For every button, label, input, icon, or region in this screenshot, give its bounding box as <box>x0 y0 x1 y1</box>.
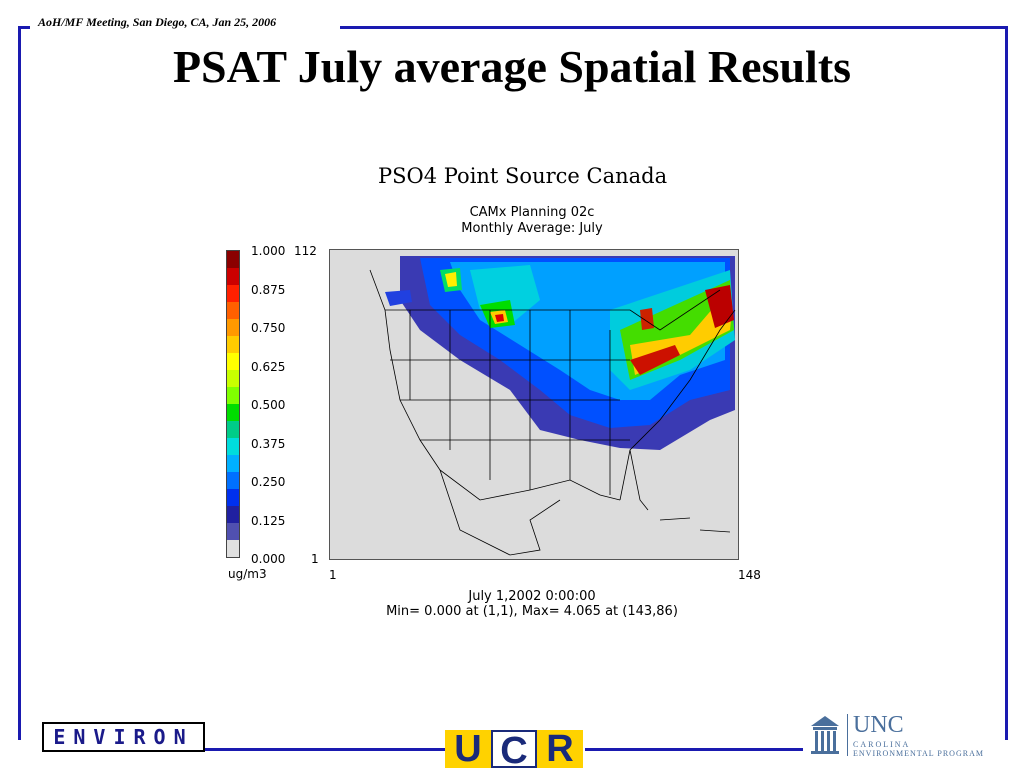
x-axis-left-label: 1 <box>329 568 337 582</box>
frame-left <box>18 26 21 740</box>
colorbar-tick-label: 0.625 <box>251 359 286 374</box>
unc-logo-subtitle-2: ENVIRONMENTAL PROGRAM <box>853 749 984 758</box>
colorbar-swatch <box>227 336 239 353</box>
mexico-outline <box>439 469 561 556</box>
colorbar-swatch <box>227 404 239 421</box>
frame-bottom-a <box>205 748 445 751</box>
colorbar-swatch <box>227 489 239 506</box>
colorbar-swatch <box>227 251 239 268</box>
colorbar-swatch <box>227 285 239 302</box>
state-lines-2 <box>390 359 630 441</box>
page-title: PSAT July average Spatial Results <box>172 41 852 92</box>
frame-right <box>1005 26 1008 740</box>
plume-red-3 <box>705 285 734 328</box>
colorbar-tick-label: 1.000 <box>251 244 286 258</box>
colorbar <box>226 250 240 558</box>
map-outlines <box>369 269 736 556</box>
plume-red-4 <box>640 308 654 330</box>
colorbar-tick-label: 0.250 <box>251 475 286 489</box>
environ-logo-text: ENVIRON <box>53 725 194 749</box>
colorbar-swatch <box>227 455 239 472</box>
y-axis-bottom-label: 1 <box>311 552 319 566</box>
figure-subtitle-2: Monthly Average: July <box>461 221 603 236</box>
figure-subtitle-1: CAMx Planning 02c <box>469 205 595 220</box>
colorbar-swatch <box>227 540 239 557</box>
old-well-icon <box>811 716 839 754</box>
west-coast <box>369 269 441 471</box>
unc-logo: UNC CAROLINA ENVIRONMENTAL PROGRAM <box>805 712 1005 762</box>
y-axis-top-label: 112 <box>294 244 317 258</box>
environ-logo: ENVIRON <box>42 722 205 752</box>
figure-title: PSO4 Point Source Canada <box>378 164 668 188</box>
ucr-logo: U C R <box>445 730 585 770</box>
colorbar-tick-label: 0.500 <box>251 398 286 412</box>
colorbar-tick-label: 0.750 <box>251 321 286 335</box>
east-coast <box>619 309 736 501</box>
colorbar-swatch <box>227 421 239 438</box>
unc-logo-word: UNC <box>853 712 904 738</box>
colorbar-tick-label: 0.125 <box>251 513 286 528</box>
colorbar-swatch <box>227 370 239 387</box>
ucr-letter-c: C <box>491 730 537 770</box>
colorbar-swatch <box>227 302 239 319</box>
caribbean <box>659 517 731 533</box>
colorbar-tick-label: 0.000 <box>251 552 286 566</box>
colorbar-tick-label: 0.875 <box>251 282 286 297</box>
colorbar-swatch <box>227 523 239 540</box>
figure-minmax: Min= 0.000 at (1,1), Max= 4.065 at (143,… <box>386 604 678 619</box>
ucr-letter-u: U <box>445 730 491 768</box>
colorbar-swatch <box>227 387 239 404</box>
colorbar-swatch <box>227 438 239 455</box>
unc-divider <box>847 714 848 756</box>
unc-logo-subtitle-1: CAROLINA <box>853 740 911 749</box>
colorbar-tick-label: 0.375 <box>251 436 286 451</box>
frame-bottom-b <box>585 748 803 751</box>
colorbar-swatch <box>227 506 239 523</box>
plume-red-1 <box>495 314 504 322</box>
plume-yellow-3 <box>445 272 457 287</box>
colorbar-swatch <box>227 472 239 489</box>
frame-top-left <box>18 26 30 29</box>
meeting-info: AoH/MF Meeting, San Diego, CA, Jan 25, 2… <box>38 15 277 29</box>
figure-time: July 1,2002 0:00:00 <box>468 589 596 604</box>
frame-top-right <box>340 26 1008 29</box>
colorbar-swatch <box>227 268 239 285</box>
map-svg <box>369 256 736 556</box>
colorbar-units: ug/m3 <box>228 567 267 581</box>
concentration-map <box>329 249 739 560</box>
colorbar-swatch <box>227 353 239 370</box>
gulf-coast <box>439 469 621 501</box>
plume-spot-west <box>385 290 412 306</box>
colorbar-swatch <box>227 319 239 336</box>
plume-red-2 <box>630 345 680 375</box>
florida <box>629 449 649 511</box>
ucr-letter-r: R <box>537 730 583 768</box>
us-canada-border <box>385 289 721 331</box>
x-axis-right-label: 148 <box>738 568 761 582</box>
